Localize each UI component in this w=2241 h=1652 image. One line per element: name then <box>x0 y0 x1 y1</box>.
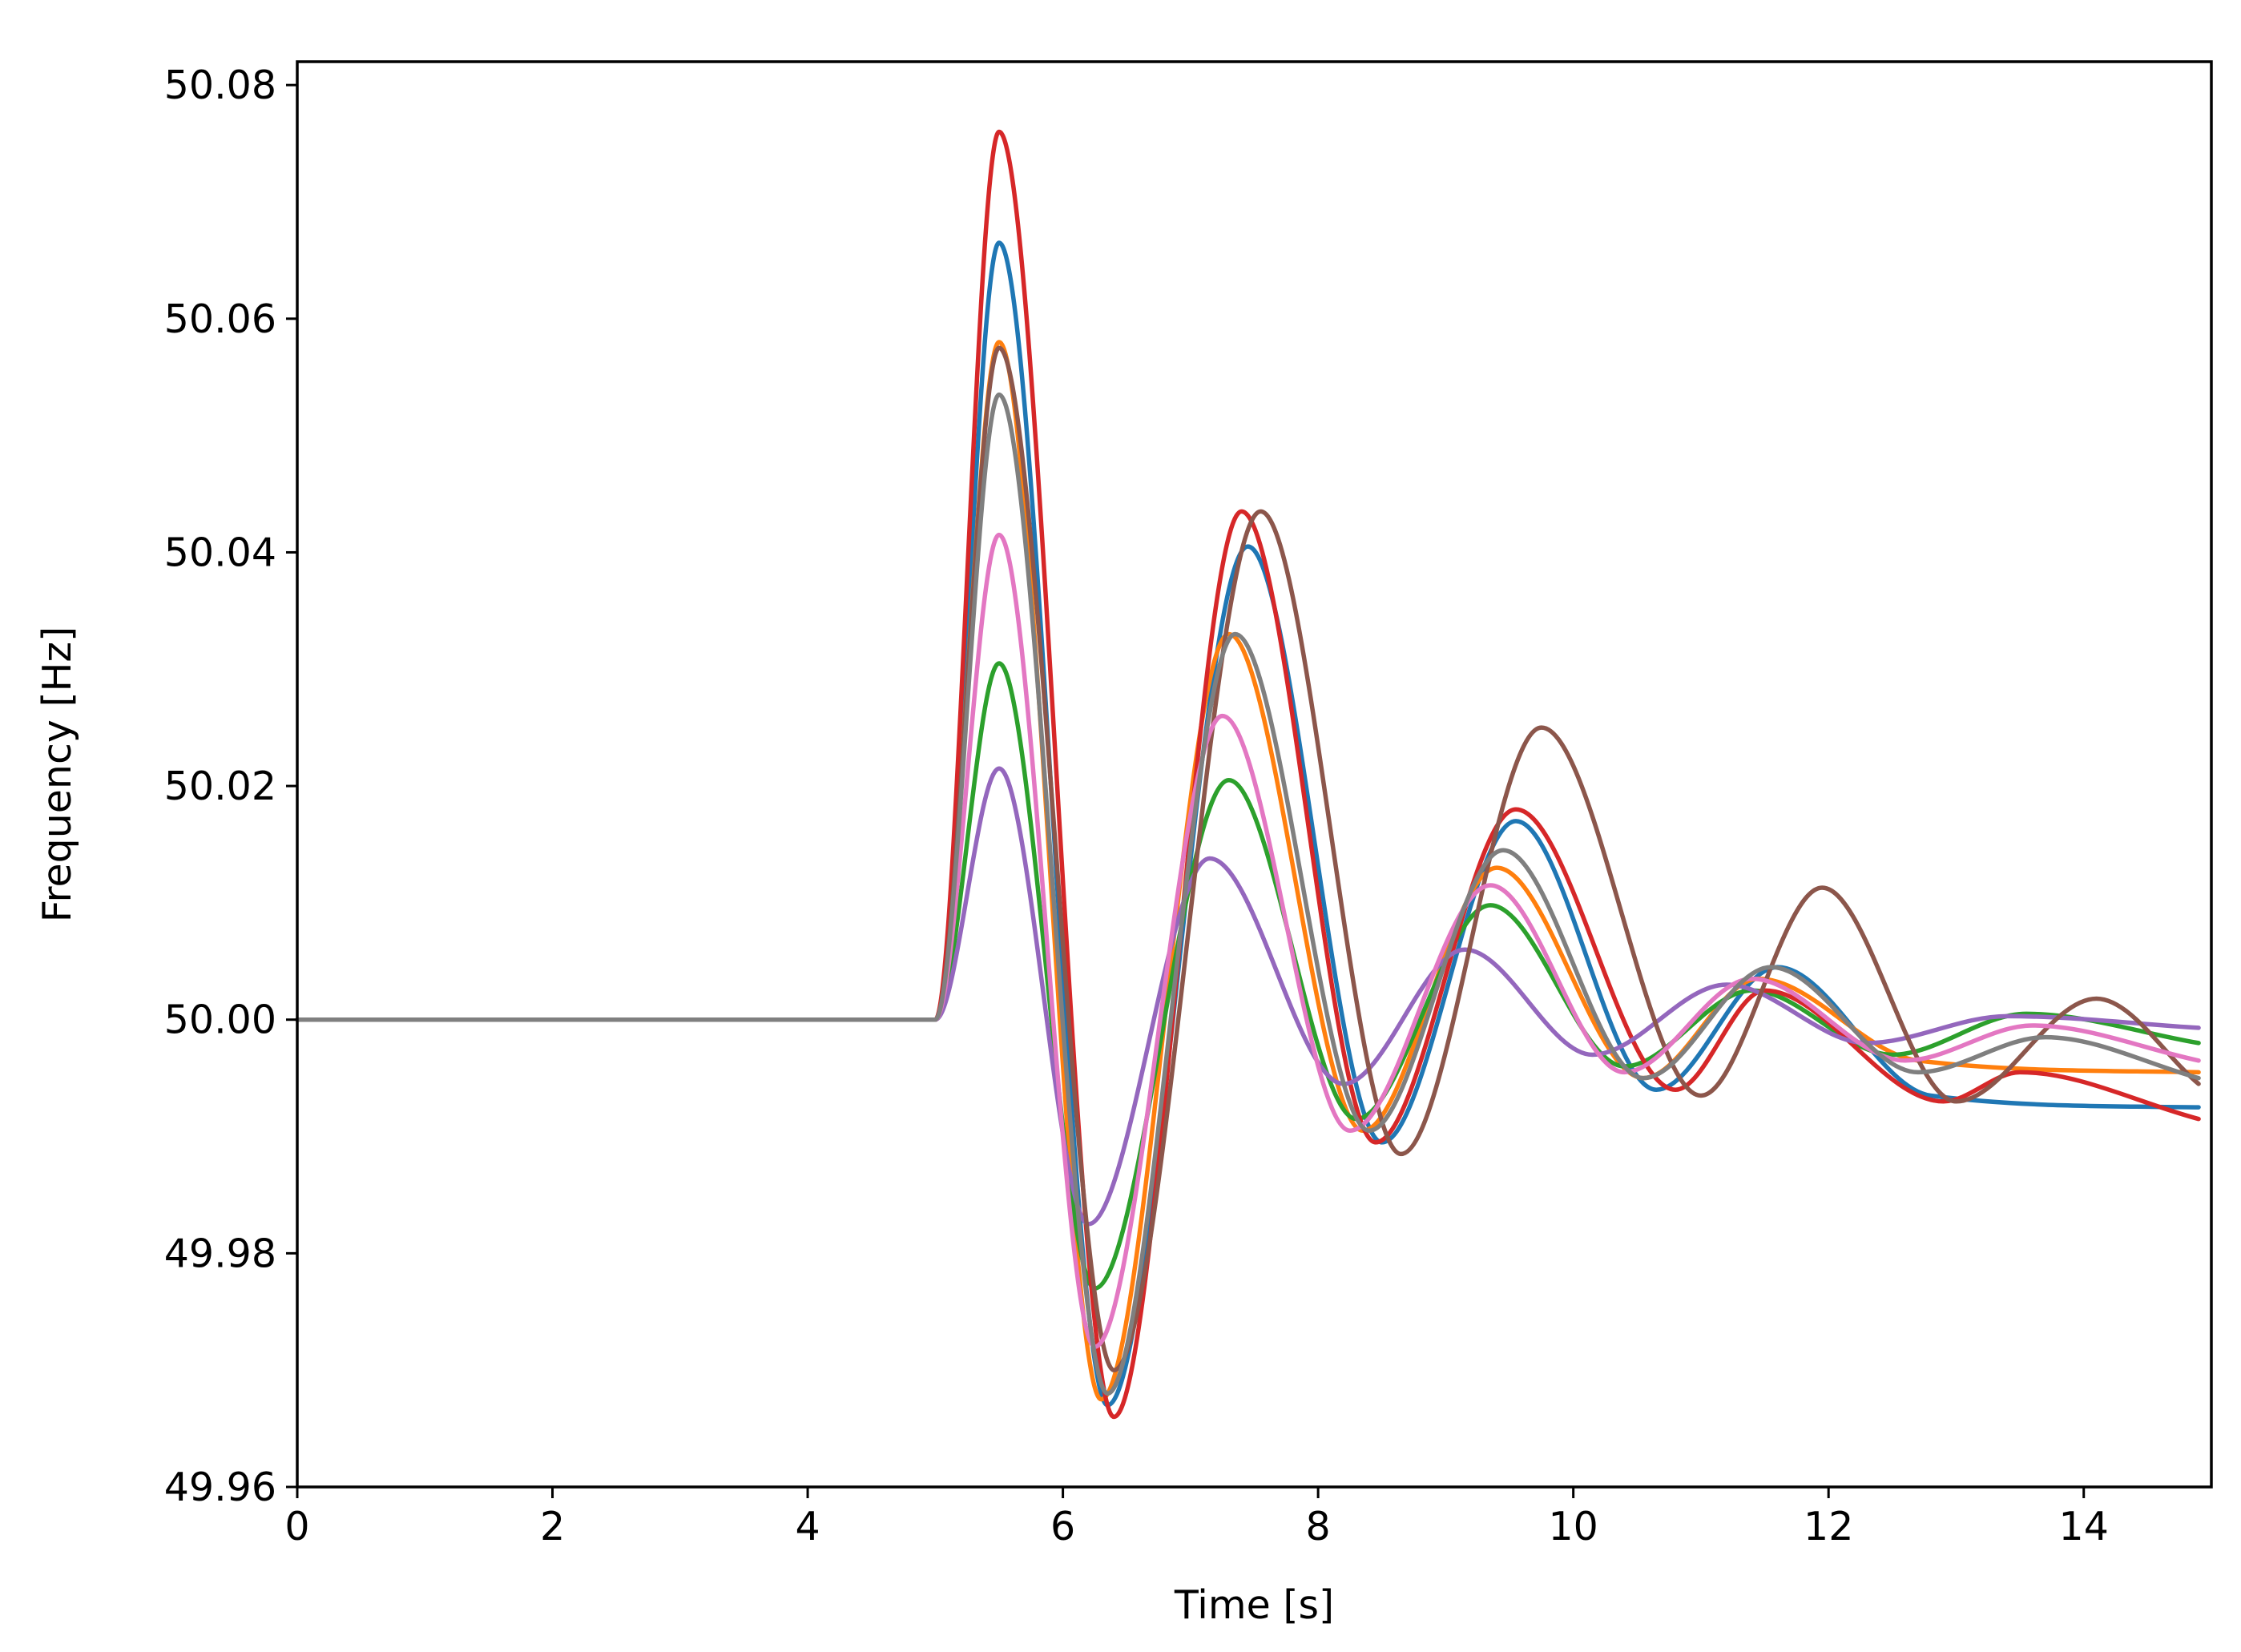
x-axis-label: Time [s] <box>1174 1582 1334 1628</box>
series-line-8 <box>295 392 2201 1396</box>
x-tick-label: 14 <box>2059 1504 2109 1549</box>
y-tick-label: 49.98 <box>164 1231 276 1276</box>
series-layer <box>295 129 2201 1420</box>
plot-frame <box>296 60 2213 1489</box>
y-tick-label: 50.04 <box>164 530 276 575</box>
series-line-6 <box>295 345 2201 1372</box>
y-tick-label: 50.02 <box>164 764 276 809</box>
x-tick-label: 6 <box>1050 1504 1075 1549</box>
x-tick-label: 4 <box>795 1504 820 1549</box>
series-line-3 <box>295 661 2201 1291</box>
y-tick-label: 50.06 <box>164 296 276 342</box>
series-line-7 <box>295 532 2201 1349</box>
y-tick-label: 50.00 <box>164 997 276 1043</box>
x-axis: 0 2 4 6 8 10 12 14 <box>284 1487 2109 1549</box>
x-tick-label: 8 <box>1306 1504 1331 1549</box>
series-line-5 <box>295 766 2201 1227</box>
series-line-1 <box>295 240 2201 1408</box>
y-axis: 49.96 49.98 50.00 50.02 50.04 50.06 50.08 <box>164 62 297 1510</box>
series-line-2 <box>295 340 2201 1402</box>
x-tick-label: 12 <box>1804 1504 1853 1549</box>
series-line-4 <box>295 129 2201 1420</box>
y-axis-label: Frequency [Hz] <box>34 627 80 923</box>
x-tick-label: 2 <box>540 1504 565 1549</box>
x-tick-label: 10 <box>1548 1504 1598 1549</box>
y-tick-label: 49.96 <box>164 1465 276 1510</box>
y-tick-label: 50.08 <box>164 62 276 108</box>
x-tick-label: 0 <box>284 1504 309 1549</box>
